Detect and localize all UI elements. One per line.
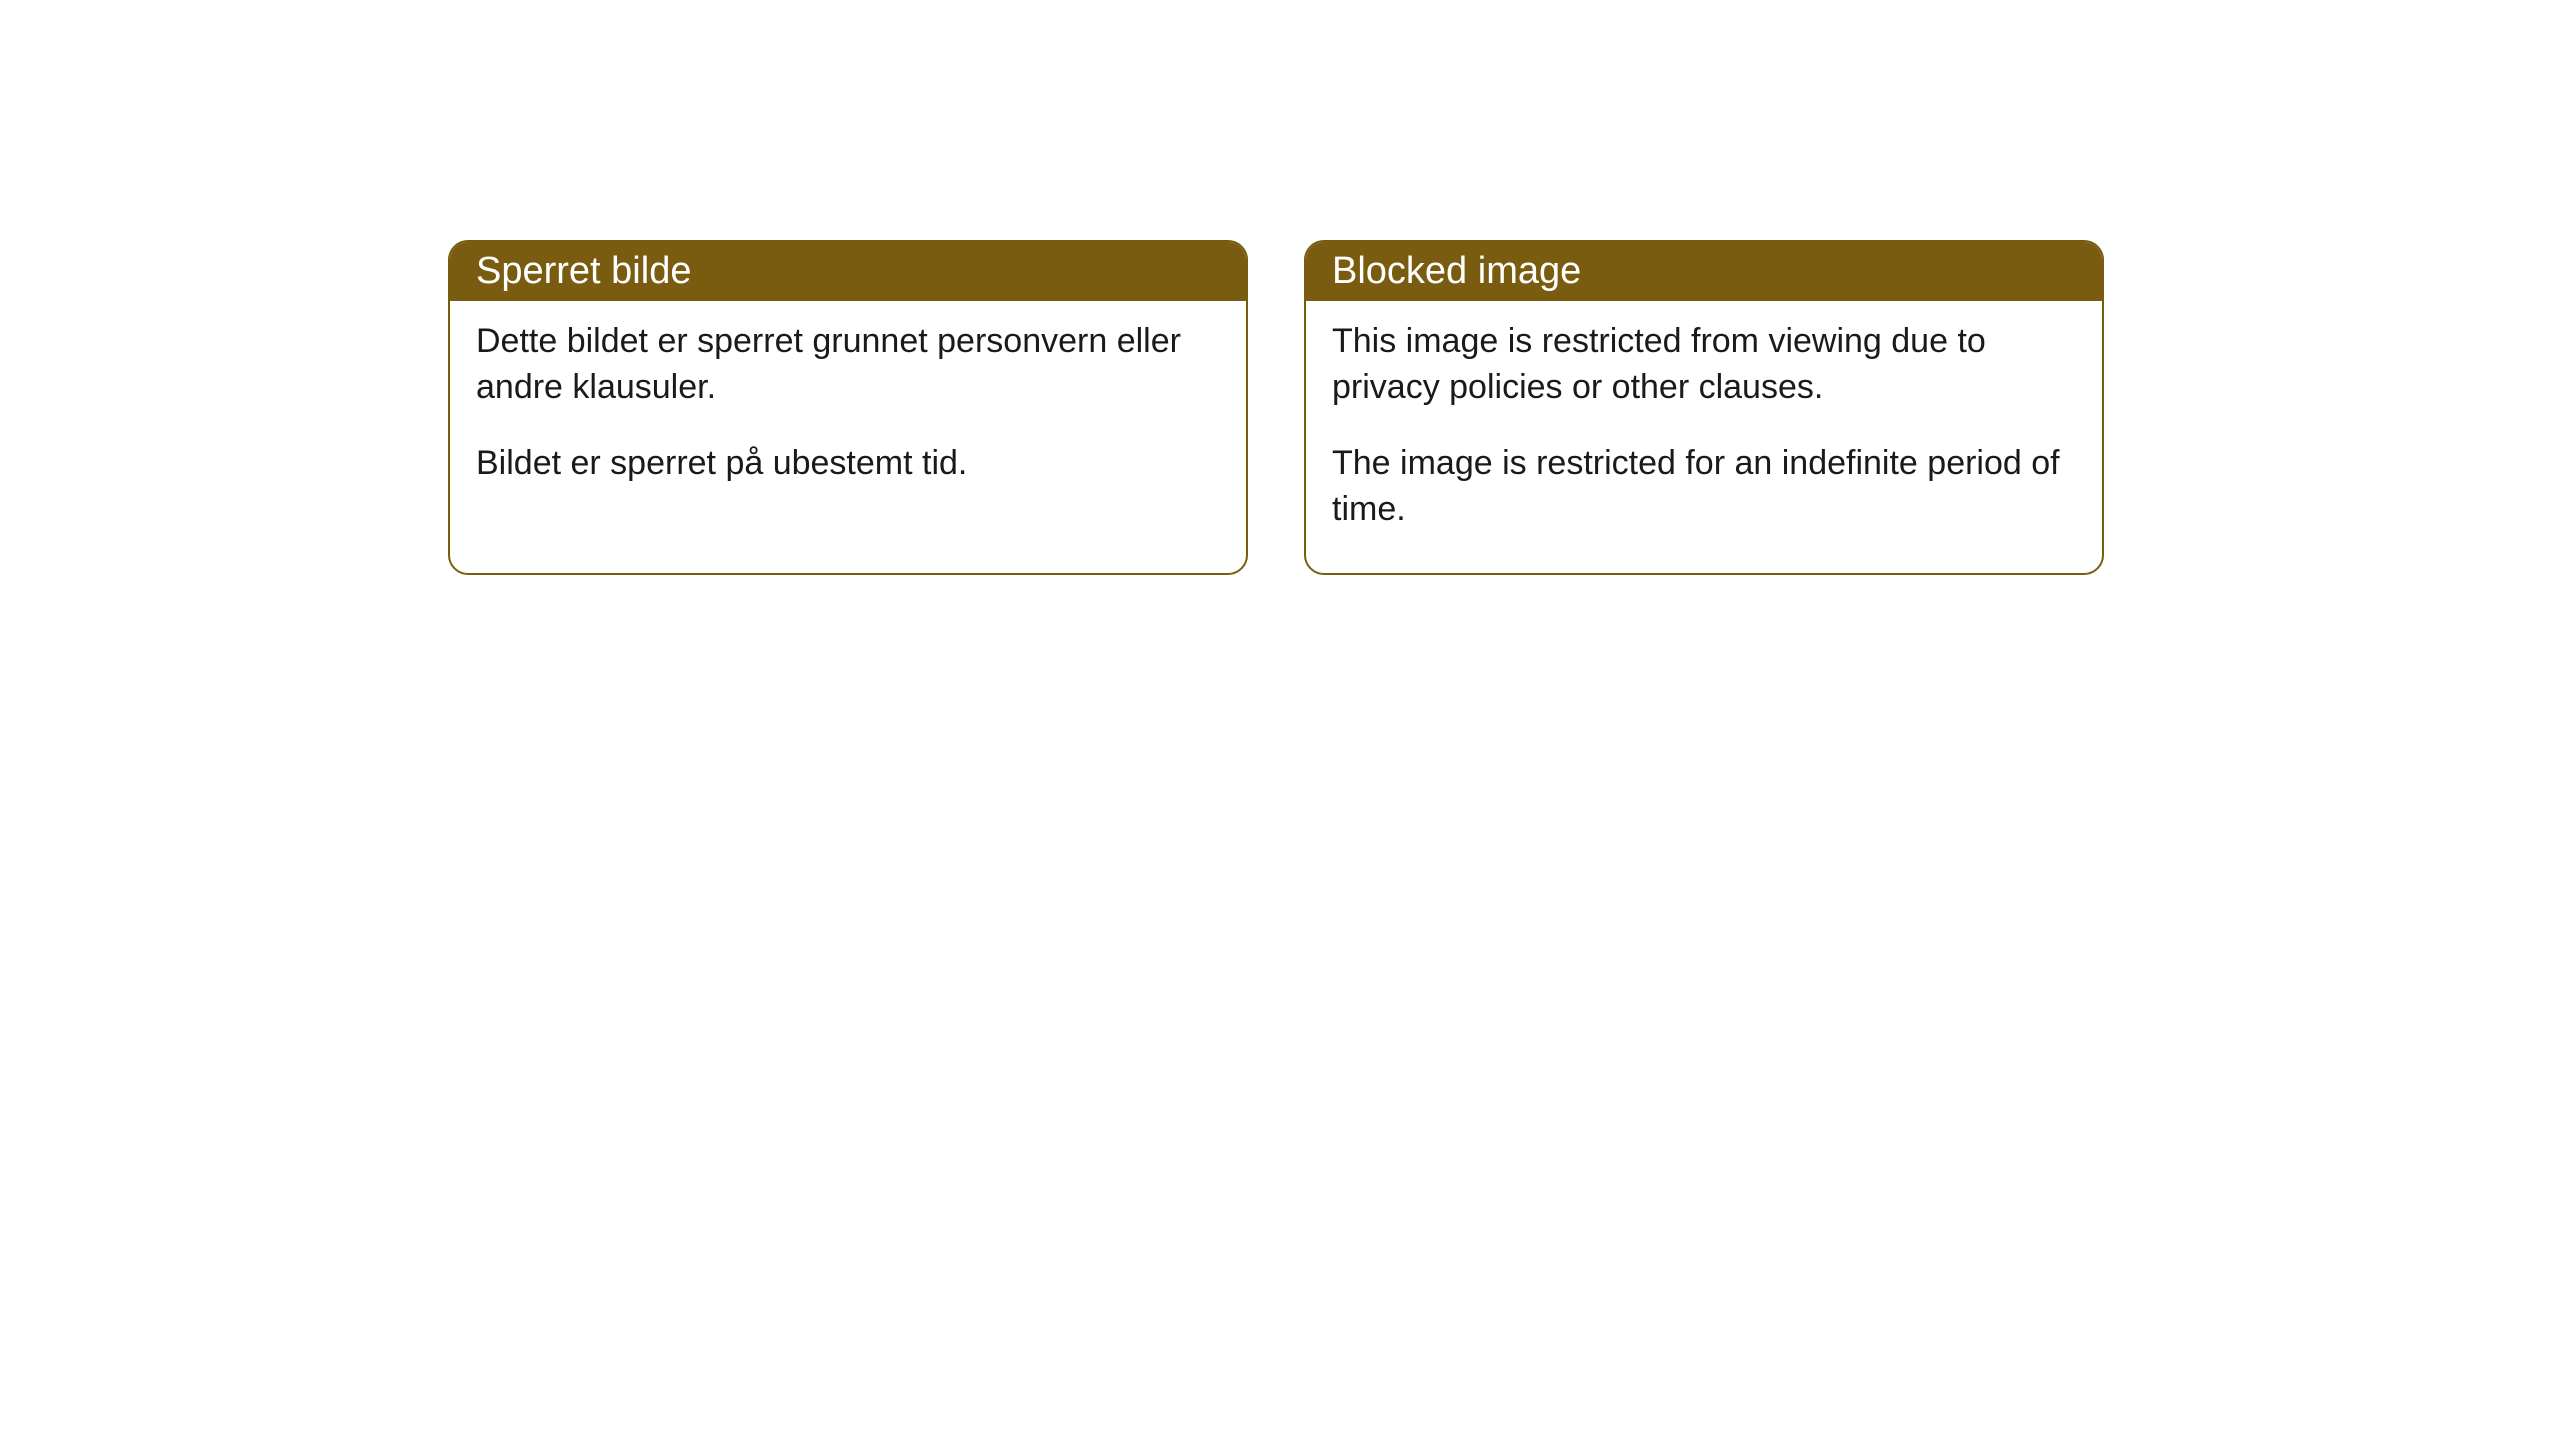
notice-paragraph: The image is restricted for an indefinit…: [1332, 441, 2076, 533]
notice-paragraph: This image is restricted from viewing du…: [1332, 319, 2076, 411]
notice-body: Dette bildet er sperret grunnet personve…: [450, 301, 1246, 527]
notice-box-norwegian: Sperret bilde Dette bildet er sperret gr…: [448, 240, 1248, 575]
notice-paragraph: Dette bildet er sperret grunnet personve…: [476, 319, 1220, 411]
notice-box-english: Blocked image This image is restricted f…: [1304, 240, 2104, 575]
notice-body: This image is restricted from viewing du…: [1306, 301, 2102, 573]
notice-container: Sperret bilde Dette bildet er sperret gr…: [448, 240, 2104, 575]
notice-header: Sperret bilde: [450, 242, 1246, 301]
notice-header: Blocked image: [1306, 242, 2102, 301]
notice-paragraph: Bildet er sperret på ubestemt tid.: [476, 441, 1220, 487]
